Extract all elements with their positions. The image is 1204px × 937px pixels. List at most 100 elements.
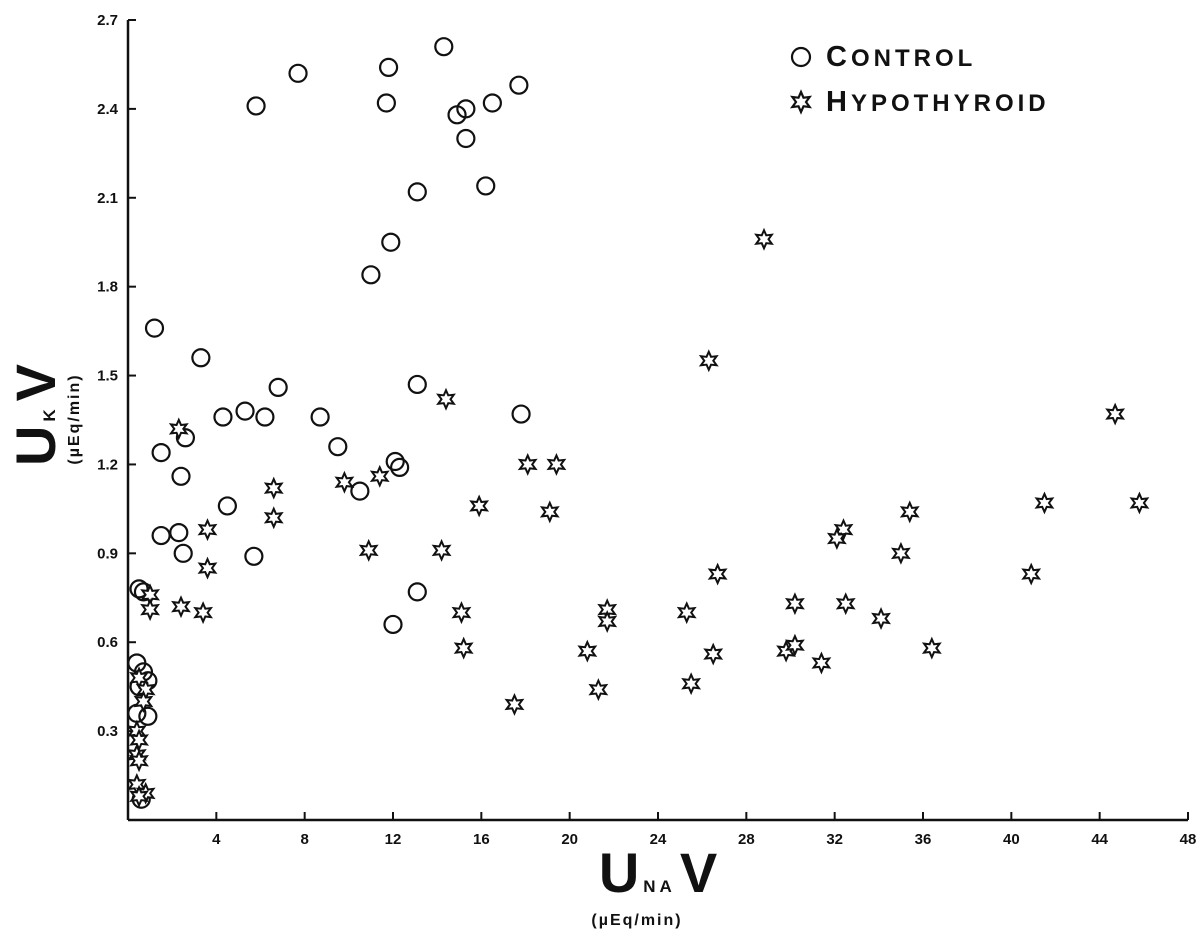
hypothyroid-point (263, 506, 284, 530)
control-point (171, 466, 191, 486)
x-tick-label: 24 (650, 831, 667, 848)
hypothyroid-point (588, 678, 609, 702)
hypothyroid-point (453, 636, 474, 660)
hypothyroid-point (334, 470, 355, 494)
hypothyroid-point (698, 349, 719, 373)
hypothyroid-point (197, 556, 218, 580)
hypothyroid-point (539, 500, 560, 524)
hypothyroid-point (193, 601, 214, 625)
hypothyroid-point (577, 639, 598, 663)
y-axis-label-main: U (4, 426, 67, 466)
hypothyroid-point (171, 595, 191, 619)
hypothyroid-point (784, 592, 805, 616)
control-point (328, 437, 348, 457)
y-axis-label: UKV (4, 364, 67, 466)
control-point (456, 99, 476, 119)
hypothyroid-point (921, 636, 942, 660)
control-point (511, 404, 531, 424)
y-tick-label: 2.1 (97, 190, 118, 207)
hypothyroid-point (263, 476, 284, 500)
x-tick-label: 40 (1003, 831, 1020, 848)
control-point (151, 442, 171, 463)
control-point (434, 37, 454, 57)
x-tick-label: 16 (473, 831, 490, 848)
hypothyroid-point (784, 633, 805, 657)
x-axis-label: U NAV (599, 841, 717, 904)
x-axis-title: U NAV (µEq/min) (591, 841, 717, 929)
hypothyroid-point (168, 417, 189, 441)
hypothyroid-point (890, 541, 911, 565)
legend-item-hypothyroid: HYPOTHYROID (789, 86, 1050, 118)
x-tick-label: 20 (561, 831, 578, 848)
hypothyroid-point (1034, 491, 1055, 515)
hypothyroid-point (133, 690, 154, 713)
hypothyroid-point (835, 592, 856, 616)
control-point (191, 348, 211, 368)
hypothyroid-point (707, 562, 728, 586)
control-point (151, 525, 171, 546)
hypothyroid-point (431, 538, 452, 562)
legend-label-hypothyroid-rest: YPOTHYROID (851, 90, 1050, 117)
y-axis-units: (µEq/min) (66, 373, 83, 464)
y-tick-label: 0.6 (97, 634, 118, 651)
x-axis-units: (µEq/min) (591, 912, 682, 929)
hypothyroid-point (1021, 562, 1042, 586)
y-axis-title: UKV (µEq/min) (4, 364, 83, 466)
y-tick-label: 2.7 (97, 12, 118, 29)
y-tick-label: 2.4 (97, 101, 119, 118)
legend: CONTROL HYPOTHYROID (789, 41, 1050, 118)
x-tick-label: 36 (915, 831, 932, 848)
control-point (361, 265, 381, 285)
control-point (235, 401, 255, 421)
hypothyroid-point (517, 452, 538, 476)
hypothyroid-point (833, 518, 854, 542)
hypothyroid-point (1129, 491, 1150, 515)
hypothyroid-point (451, 601, 472, 625)
control-point (407, 582, 427, 602)
control-point (476, 176, 496, 196)
hypothyroid-point (140, 598, 161, 622)
y-axis-label-tail: V (4, 364, 67, 401)
control-point (217, 496, 237, 516)
control-point (482, 93, 502, 113)
x-axis-label-sub: NA (643, 877, 676, 896)
control-point (378, 57, 399, 78)
data-marks (126, 37, 1150, 809)
x-tick-label: 12 (385, 831, 402, 848)
control-point (246, 96, 266, 116)
hypothyroid-point (703, 642, 724, 666)
hypothyroid-point (681, 672, 702, 696)
legend-star-shape (789, 89, 813, 115)
control-point (390, 457, 410, 478)
control-point (350, 481, 370, 501)
legend-label-control-initial: C (826, 41, 851, 73)
y-tick-label: 0.9 (97, 545, 118, 562)
x-tick-label: 8 (300, 831, 308, 848)
x-axis-label-main: U (599, 841, 639, 904)
legend-label-control: CONTROL (826, 41, 976, 73)
x-tick-label: 28 (738, 831, 755, 848)
control-point (288, 63, 308, 83)
x-tick-label: 48 (1180, 831, 1197, 848)
control-point (407, 374, 427, 395)
control-point (376, 93, 396, 113)
axes (126, 20, 1188, 822)
hypothyroid-point (546, 452, 567, 476)
hypothyroid-point (899, 500, 920, 524)
hypothyroid-point (436, 387, 456, 411)
x-tick-label: 44 (1091, 831, 1108, 848)
legend-star-marker (789, 89, 813, 115)
hypothyroid-point (811, 651, 832, 675)
hypothyroid-point (369, 464, 390, 488)
control-point (310, 407, 330, 427)
control-point (509, 75, 529, 95)
control-point (138, 706, 158, 726)
hypothyroid-point (129, 784, 149, 808)
control-point (407, 182, 427, 202)
control-point (129, 579, 149, 599)
y-tick-label: 1.8 (97, 279, 118, 296)
legend-item-control: CONTROL (790, 41, 976, 73)
hypothyroid-point (358, 538, 379, 562)
hypothyroid-point (197, 518, 218, 542)
control-point (255, 407, 275, 427)
